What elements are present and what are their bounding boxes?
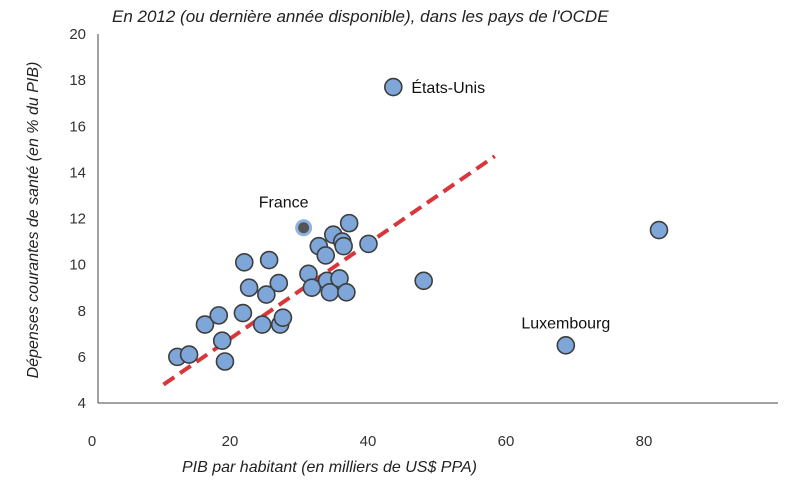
y-tick-label: 8: [78, 303, 86, 320]
data-point: [234, 253, 254, 272]
data-point: [179, 345, 199, 364]
data-point: [209, 306, 229, 325]
data-point: [649, 220, 669, 240]
y-tick-label: 18: [69, 72, 86, 89]
data-point: [215, 352, 235, 371]
y-tick-label: 10: [69, 257, 86, 274]
data-point: [195, 315, 215, 334]
point-label: États-Unis: [411, 78, 485, 97]
data-point: [259, 250, 279, 270]
data-point: [556, 336, 576, 355]
point-label: France: [259, 195, 309, 212]
chart-subtitle: En 2012 (ou dernière année disponible), …: [112, 7, 609, 26]
y-tick-label: 14: [69, 164, 86, 181]
x-tick-label: 80: [636, 433, 653, 450]
y-tick-label: 4: [78, 395, 86, 412]
data-point: [316, 246, 336, 265]
y-tick-label: 6: [78, 349, 86, 366]
x-axis-title: PIB par habitant (en milliers de US$ PPA…: [182, 459, 477, 476]
data-point: [302, 278, 322, 297]
data-point: [233, 303, 253, 323]
data-point: [269, 273, 289, 293]
data-point: [273, 308, 293, 327]
point-labels: États-Unis France Luxembourg: [259, 78, 611, 332]
x-tick-label: 0: [88, 433, 96, 450]
data-point: [339, 213, 359, 233]
y-tick-labels: 4 6 8 10 12 14 16 18 20: [69, 26, 86, 412]
y-tick-label: 20: [69, 26, 86, 43]
trend-line: [162, 154, 496, 387]
data-point: [359, 234, 378, 254]
axes: [97, 34, 778, 404]
data-point: [414, 271, 433, 291]
x-tick-label: 60: [498, 433, 515, 450]
x-tick-labels: 0 20 40 60 80: [88, 433, 653, 450]
data-point: [384, 77, 403, 97]
data-point: [252, 315, 272, 334]
y-tick-label: 16: [69, 118, 86, 135]
data-point-highlight: [298, 222, 310, 234]
x-tick-label: 20: [222, 433, 239, 450]
data-point: [334, 236, 353, 256]
data-points: [168, 77, 669, 371]
point-label: Luxembourg: [521, 315, 610, 332]
data-point: [337, 282, 356, 302]
y-axis-title: Dépenses courantes de santé (en % du PIB…: [25, 62, 42, 379]
data-point: [239, 278, 259, 297]
data-point: [257, 285, 276, 304]
y-tick-label: 12: [69, 211, 86, 228]
data-point: [212, 331, 232, 351]
x-tick-label: 40: [360, 433, 377, 450]
